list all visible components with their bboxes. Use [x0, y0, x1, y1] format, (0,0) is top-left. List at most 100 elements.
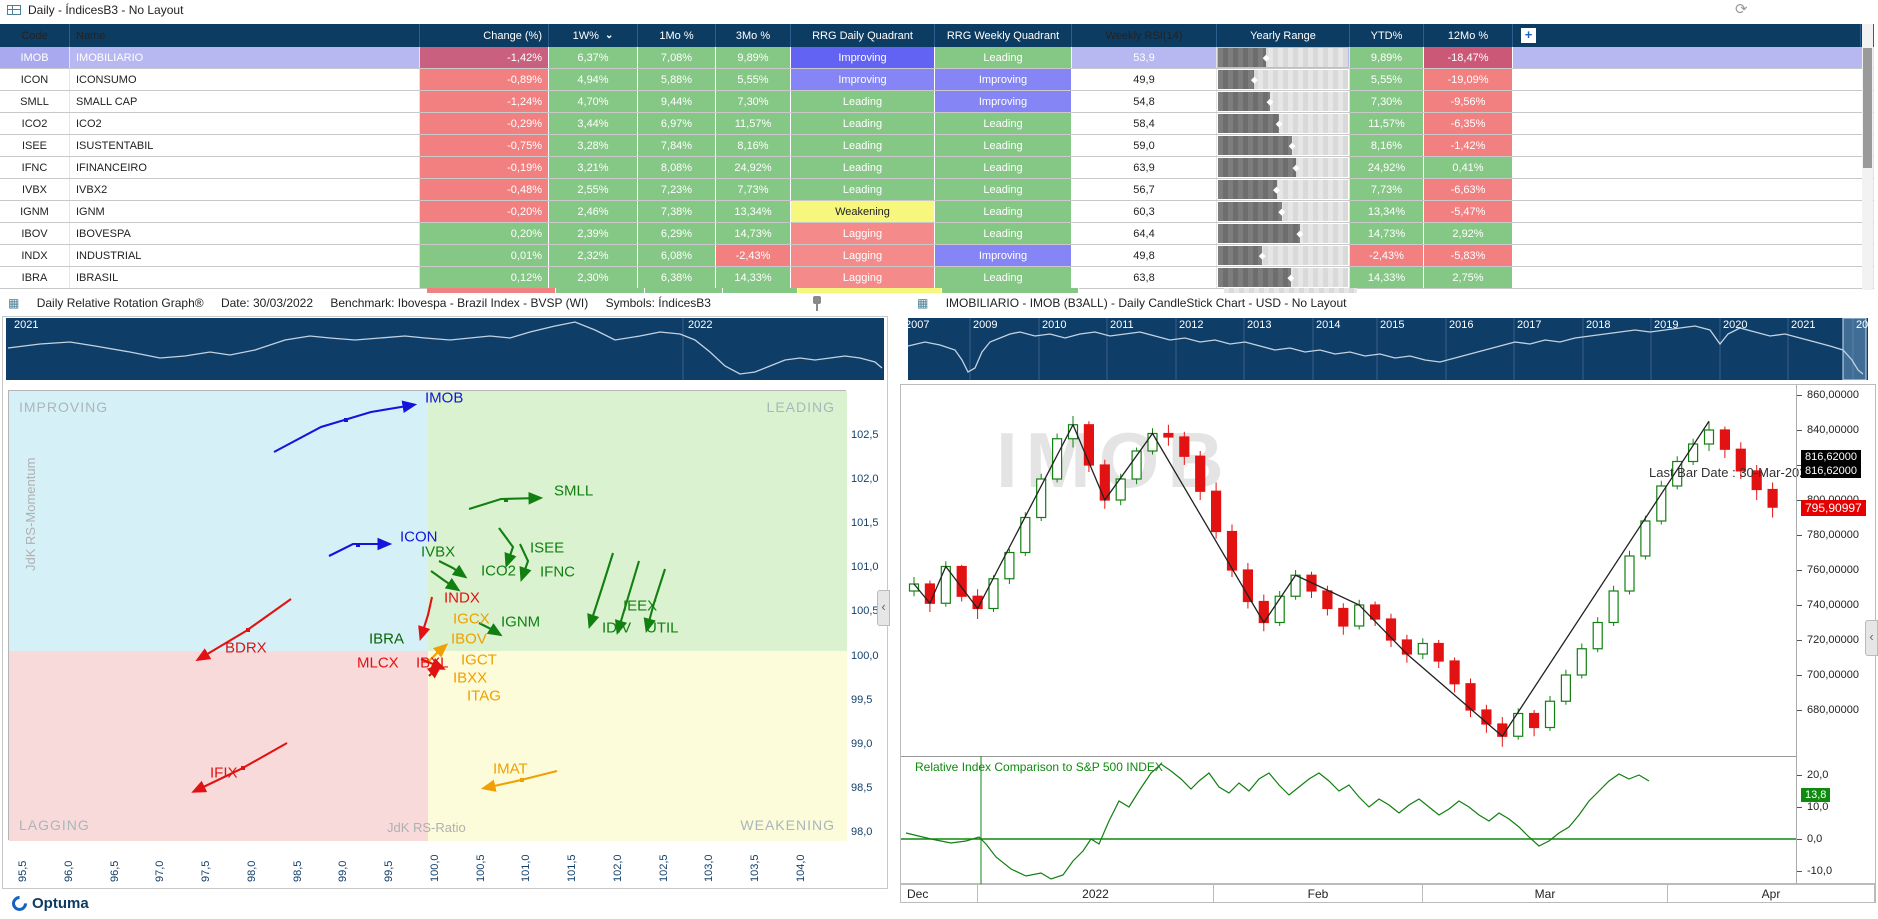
rrg-symbol-IVBX[interactable]: IVBX [421, 543, 456, 561]
rrg-date-label: Date: 30/03/2022 [220, 296, 314, 310]
table-row-IBRA[interactable]: IBRA IBRASIL 0,12% 2,30% 6,38% 14,33% Lagging L… [0, 267, 1874, 289]
cell-mo1: 7,38% [638, 201, 716, 222]
right-panel-collapse-handle[interactable]: ‹ [1865, 620, 1878, 656]
col-header-rsi[interactable]: Weekly RSI(14) [1072, 24, 1217, 47]
table-scrollbar[interactable] [1862, 24, 1873, 290]
pin-icon[interactable] [812, 296, 822, 311]
range-track: ◆ [1218, 158, 1348, 177]
sub-tick-label: 0,0 [1807, 833, 1823, 845]
rrg-symbol-IGCT[interactable]: IGCT [461, 651, 497, 669]
rrg-symbol-MLCX[interactable]: MLCX [357, 654, 399, 672]
col-header-change[interactable]: Change (%) [420, 24, 549, 47]
col-header-1mo[interactable]: 1Mo % [638, 24, 716, 47]
table-row-IGNM[interactable]: IGNM IGNM -0,20% 2,46% 7,38% 13,34% Weakening L… [0, 201, 1874, 223]
rrg-symbol-IDIV[interactable]: IDIV [602, 619, 632, 637]
table-row-ICO2[interactable]: ICO2 ICO2 -0,29% 3,44% 6,97% 11,57% Leading Lea… [0, 113, 1874, 135]
quadrant-improving [9, 391, 428, 651]
rrg-symbol-UTIL[interactable]: UTIL [646, 619, 679, 637]
rrg-arrow-IEEX [587, 552, 615, 629]
sub-tick-dash [1797, 839, 1802, 840]
rrg-symbol-IBXL[interactable]: IBXL [416, 654, 449, 672]
price-tick-dash [1797, 465, 1802, 466]
rrg-x-tick: 98,5 [291, 860, 304, 882]
table-scrollbar-thumb[interactable] [1863, 48, 1872, 168]
col-header-rrg-weekly[interactable]: RRG Weekly Quadrant [935, 24, 1072, 47]
rrg-arrow-INDX [418, 596, 434, 642]
cell-filler [1513, 245, 1874, 266]
rrg-symbol-INDX[interactable]: INDX [444, 589, 480, 607]
add-column-icon[interactable]: + [1521, 28, 1536, 43]
rrg-symbol-IFIX[interactable]: IFIX [210, 764, 238, 782]
rrg-navigator[interactable]: 2021 2022 [6, 318, 884, 380]
rrg-symbol-ICON[interactable]: ICON [400, 528, 438, 546]
rrg-symbol-IMOB[interactable]: IMOB [425, 389, 464, 407]
rrg-x-tick: 100,5 [474, 854, 487, 882]
col-header-ytd[interactable]: YTD% [1350, 24, 1424, 47]
table-row-IVBX[interactable]: IVBX IVBX2 -0,48% 2,55% 7,23% 7,73% Leading Lea… [0, 179, 1874, 201]
range-marker: ◆ [1278, 206, 1286, 216]
rrg-symbol-ITAG[interactable]: ITAG [467, 687, 501, 705]
rrg-plot: IMPROVING LEADING LAGGING WEAKENING JdK … [8, 389, 847, 841]
col-header-1w[interactable]: 1W% ⌄ [549, 24, 638, 47]
col-header-range[interactable]: Yearly Range [1217, 24, 1350, 47]
cell-change: 0,12% [420, 267, 549, 288]
table-row-IFNC[interactable]: IFNC IFINANCEIRO -0,19% 3,21% 8,08% 24,92% Lea… [0, 157, 1874, 179]
rrg-x-tick: 96,5 [108, 860, 121, 882]
table-row-INDX[interactable]: INDX INDUSTRIAL 0,01% 2,32% 6,08% -2,43% Laggi… [0, 245, 1874, 267]
rrg-symbol-IGNM[interactable]: IGNM [501, 613, 541, 631]
cell-daily: Leading [791, 135, 935, 156]
rrg-symbol-IBRA[interactable]: IBRA [369, 630, 405, 648]
col-header-name[interactable]: Name [70, 24, 420, 47]
candle-navigator[interactable]: 2007 2009 2010 2011 2012 2013 2014 2015 2016 2017… [908, 318, 1868, 380]
price-tick-label: 720,00000 [1807, 634, 1859, 646]
cell-ytd: 5,55% [1350, 69, 1424, 90]
rrg-symbol-IBOV[interactable]: IBOV [451, 630, 487, 648]
rrg-symbol-IEEX[interactable]: IEEX [623, 597, 658, 615]
cell-yearly-range: ◆ [1217, 69, 1350, 90]
indices-table: Code Name Change (%) 1W% ⌄ 1Mo % 3Mo % RR… [0, 24, 1874, 289]
rrg-y-tick: 101,0 [851, 561, 879, 574]
rrg-symbol-SMLL[interactable]: SMLL [554, 482, 594, 500]
cell-mo1: 6,97% [638, 113, 716, 134]
label-weakening: WEAKENING [740, 817, 835, 833]
rrg-symbol-IBXX[interactable]: IBXX [453, 669, 488, 687]
rrg-symbol-ICO2[interactable]: ICO2 [481, 562, 517, 580]
price-tick-dash [1797, 675, 1802, 676]
col-header-12mo[interactable]: 12Mo % [1424, 24, 1513, 47]
cell-name: INDUSTRIAL [70, 245, 420, 266]
table-row-ISEE[interactable]: ISEE ISUSTENTABIL -0,75% 3,28% 7,84% 8,16% Lea… [0, 135, 1874, 157]
col-header-code[interactable]: Code [0, 24, 70, 47]
range-track: ◆ [1218, 114, 1348, 133]
rrg-arrow-ISEE [498, 527, 517, 568]
cell-mo1: 6,08% [638, 245, 716, 266]
rrg-y-tick: 99,0 [851, 737, 873, 750]
table-row-SMLL[interactable]: SMLL SMALL CAP -1,24% 4,70% 9,44% 7,30% Leadin… [0, 91, 1874, 113]
cell-mo3: 7,30% [716, 91, 791, 112]
rrg-symbol-ISEE[interactable]: ISEE [530, 539, 565, 557]
cell-filler [1513, 223, 1874, 244]
range-marker: ◆ [1288, 140, 1296, 150]
cell-yearly-range: ◆ [1217, 201, 1350, 222]
rrg-symbol-BDRX[interactable]: BDRX [225, 639, 267, 657]
cell-rsi: 63,8 [1072, 267, 1217, 288]
table-row-IMOB[interactable]: IMOB IMOBILIARIO -1,42% 6,37% 7,08% 9,89% Impr… [0, 47, 1874, 69]
rrg-x-tick: 99,5 [383, 860, 395, 882]
left-panel-collapse-handle[interactable]: ‹ [877, 590, 890, 626]
col-header-3mo[interactable]: 3Mo % [716, 24, 791, 47]
optuma-logo-text: Optuma [32, 894, 89, 912]
cell-daily: Lagging [791, 267, 935, 288]
rrg-y-tick: 98,5 [851, 781, 873, 794]
table-row-IBOV[interactable]: IBOV IBOVESPA 0,20% 2,39% 6,29% 14,73% Lagging… [0, 223, 1874, 245]
rrg-symbol-IFNC[interactable]: IFNC [540, 563, 575, 581]
rrg-symbol-IGCX[interactable]: IGCX [453, 610, 490, 628]
cell-mo3: 13,34% [716, 201, 791, 222]
quadrant-weakening [428, 651, 847, 841]
refresh-icon[interactable]: ⟳ [1735, 1, 1748, 18]
table-row-ICON[interactable]: ICON ICONSUMO -0,89% 4,94% 5,88% 5,55% Improvi… [0, 69, 1874, 91]
cell-weekly: Leading [935, 47, 1072, 68]
price-axis[interactable]: 860,00000840,00000820,00000800,00000780,… [1796, 385, 1878, 885]
rrg-y-tick: 102,0 [851, 473, 879, 486]
col-header-rrg-daily[interactable]: RRG Daily Quadrant [791, 24, 935, 47]
rrg-symbol-IMAT[interactable]: IMAT [493, 760, 528, 778]
price-tick-dash [1797, 500, 1802, 501]
